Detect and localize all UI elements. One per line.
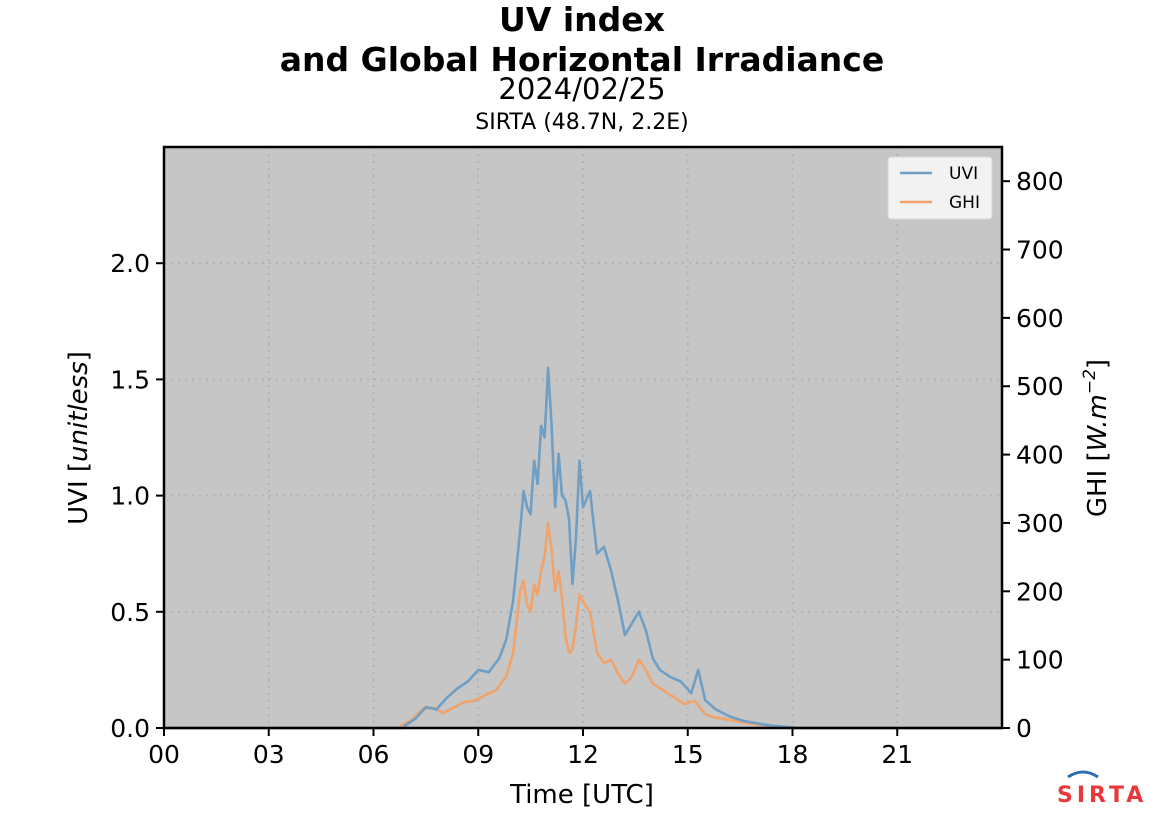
y-right-tick-label: 300 bbox=[1016, 509, 1064, 538]
y-left-tick-label: 2.0 bbox=[110, 249, 150, 278]
chart-title-line2: and Global Horizontal Irradiance bbox=[280, 40, 884, 79]
y-right-tick-label: 200 bbox=[1016, 577, 1064, 606]
y-left-axis-label: UVI [unitless] bbox=[64, 351, 94, 525]
x-tick-label: 06 bbox=[358, 740, 390, 769]
series-line-ghi bbox=[164, 521, 1002, 730]
series-lines bbox=[164, 366, 1002, 730]
y-right-tick-label: 600 bbox=[1016, 304, 1064, 333]
y-right-tick-label: 400 bbox=[1016, 441, 1064, 470]
x-tick-label: 12 bbox=[567, 740, 599, 769]
y-right-tick-label: 700 bbox=[1016, 236, 1064, 265]
y-left-tick-label: 0.0 bbox=[110, 714, 150, 743]
grid-lines bbox=[164, 147, 1002, 728]
x-tick-label: 15 bbox=[672, 740, 704, 769]
legend-uvi-label: UVI bbox=[949, 164, 978, 184]
y-right-tick-label: 0 bbox=[1016, 714, 1032, 743]
x-tick-label: 21 bbox=[881, 740, 913, 769]
y-left-tick-label: 1.5 bbox=[110, 365, 150, 394]
chart-station: SIRTA (48.7N, 2.2E) bbox=[475, 110, 688, 135]
y-left-tick-label: 1.0 bbox=[110, 482, 150, 511]
logo-text: SIRTA bbox=[1057, 783, 1147, 808]
series-line-uvi bbox=[164, 366, 1002, 730]
x-tick-label: 03 bbox=[253, 740, 285, 769]
y-right-tick-label: 500 bbox=[1016, 372, 1064, 401]
x-tick-label: 18 bbox=[777, 740, 809, 769]
x-tick-label: 09 bbox=[462, 740, 494, 769]
legend-ghi-label: GHI bbox=[949, 193, 980, 213]
axis-ticks: 00 03 06 09 12 15 18 21 0.0 0.5 1.0 1.5 2.0 0 100 200 30… bbox=[110, 167, 1063, 769]
chart-date: 2024/02/25 bbox=[498, 72, 665, 106]
x-tick-label: 00 bbox=[148, 740, 180, 769]
y-right-axis-label: GHI [W.m−2] bbox=[1080, 359, 1113, 517]
plot-area bbox=[164, 147, 1002, 728]
x-axis-label: Time [UTC] bbox=[509, 780, 654, 810]
y-right-tick-label: 100 bbox=[1016, 646, 1064, 675]
chart-title-line1: UV index bbox=[499, 0, 665, 39]
legend: UVI GHI bbox=[887, 156, 993, 220]
logo-arc bbox=[1067, 770, 1099, 779]
y-left-tick-label: 0.5 bbox=[110, 598, 150, 627]
y-right-tick-label: 800 bbox=[1016, 167, 1064, 196]
sirta-logo: SIRTA bbox=[1057, 770, 1147, 808]
